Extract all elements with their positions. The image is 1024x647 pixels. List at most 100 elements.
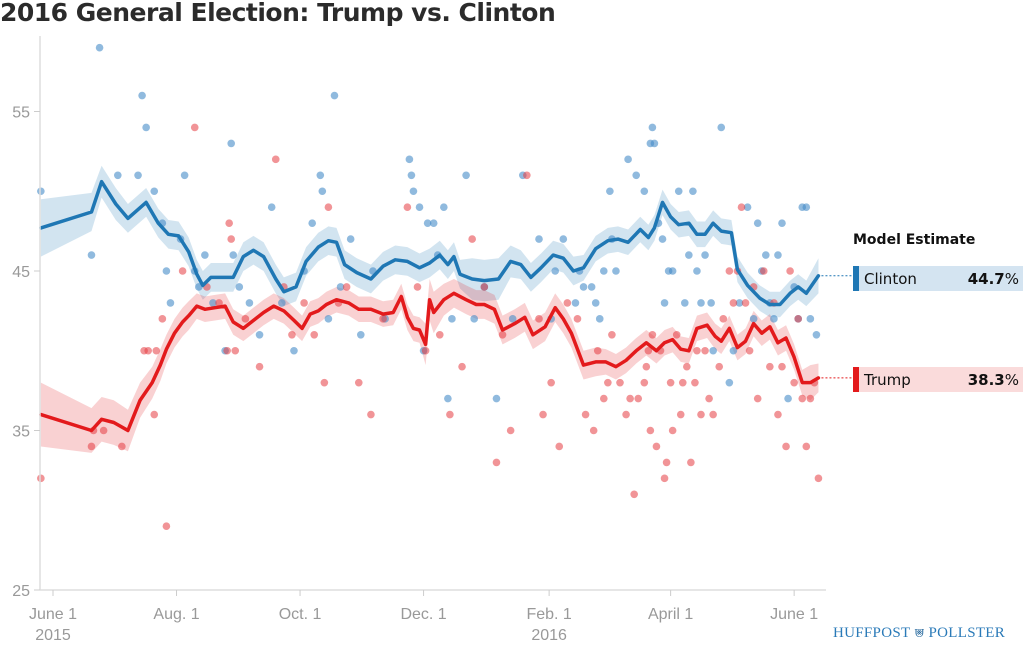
trump-poll-dot	[662, 458, 671, 467]
trump-poll-dot	[729, 299, 738, 307]
clinton-poll-dot	[227, 139, 235, 148]
trump-poll-dot	[786, 267, 794, 275]
clinton-poll-dot	[134, 171, 142, 180]
trump-poll-dot	[741, 299, 750, 307]
trump-poll-dot	[766, 362, 774, 371]
x-tick-label: Feb. 1	[526, 606, 571, 623]
trump-trend-line	[39, 291, 821, 433]
clinton-poll-dot	[444, 394, 452, 403]
trump-poll-dot	[435, 331, 444, 339]
clinton-poll-dot	[749, 315, 758, 323]
clinton-poll-dot	[180, 171, 189, 180]
clinton-poll-dot	[290, 346, 298, 355]
trump-poll-dot	[215, 299, 223, 307]
trump-poll-dot	[379, 315, 387, 323]
trump-poll-dot	[523, 171, 531, 180]
trump-poll-dot	[660, 474, 669, 483]
legend-name: Clinton	[864, 269, 917, 288]
clinton-poll-dot	[632, 171, 640, 180]
clinton-poll-dot	[650, 139, 659, 148]
x-tick-year-label: 2015	[35, 627, 71, 644]
trump-poll-dot	[492, 458, 501, 467]
clinton-poll-dot	[278, 299, 286, 307]
x-tick-label: Dec. 1	[400, 606, 446, 623]
trump-poll-dot	[547, 378, 555, 387]
trump-poll-dot	[622, 410, 630, 419]
clinton-poll-dot	[535, 235, 543, 243]
trump-poll-dot	[458, 362, 466, 371]
clinton-poll-dot	[87, 251, 96, 259]
legend-title: Model Estimate	[853, 232, 976, 248]
clinton-poll-dot	[770, 315, 778, 323]
clinton-poll-dot	[606, 187, 614, 196]
trump-poll-dot	[144, 346, 152, 355]
clinton-poll-dot	[407, 171, 416, 180]
trump-poll-dot	[573, 315, 582, 323]
trump-poll-dot	[421, 346, 430, 355]
trump-poll-dot	[300, 299, 308, 307]
brand-logo[interactable]: HUFFPOST ⩐ POLLSTER	[833, 624, 1005, 642]
trump-poll-dot	[687, 458, 695, 467]
clinton-confidence-band	[40, 165, 819, 318]
clinton-poll-dot	[600, 267, 608, 275]
y-tick-label: 25	[12, 583, 30, 600]
clinton-poll-dot	[415, 203, 424, 211]
trump-poll-dot	[498, 331, 507, 339]
trump-poll-dot	[118, 442, 126, 451]
clinton-poll-dot	[336, 283, 345, 291]
legend-entry-trump: Trump 38.3%	[853, 367, 1023, 392]
trump-poll-dot	[446, 410, 454, 419]
trump-poll-dot	[150, 410, 159, 419]
clinton-poll-dot	[492, 394, 501, 403]
trend-lines	[39, 179, 821, 433]
clinton-poll-dot	[668, 267, 677, 275]
clinton-poll-dot	[138, 91, 146, 100]
axes	[39, 36, 826, 591]
trump-poll-dot	[593, 346, 602, 355]
trump-poll-dot	[640, 378, 649, 387]
trump-poll-dot	[652, 442, 661, 451]
trump-poll-dot	[581, 410, 590, 419]
trump-poll-dot	[152, 346, 161, 355]
trump-poll-dot	[802, 442, 811, 451]
trump-poll-dot	[774, 410, 782, 419]
clinton-poll-dot	[784, 394, 792, 403]
clinton-poll-dot	[429, 219, 438, 227]
trump-swatch	[853, 367, 859, 392]
legend-unit: %	[1004, 370, 1019, 389]
clinton-poll-dot	[812, 331, 821, 339]
clinton-poll-dot	[660, 299, 669, 307]
trump-poll-dot	[745, 346, 754, 355]
clinton-poll-dot	[624, 155, 632, 164]
clinton-trend-line	[39, 179, 821, 307]
trump-poll-dot	[648, 331, 657, 339]
trump-poll-dot	[190, 123, 199, 132]
trump-poll-dot	[87, 442, 96, 451]
clinton-poll-dot	[267, 203, 276, 211]
trump-poll-dot	[790, 378, 798, 387]
legend-unit: %	[1004, 269, 1019, 288]
trump-poll-dot	[99, 426, 108, 435]
trump-poll-dot	[719, 315, 728, 323]
trump-poll-dot	[759, 267, 768, 275]
legend-entry-clinton: Clinton 44.7%	[853, 266, 1023, 291]
trump-poll-dot	[668, 426, 677, 435]
trump-poll-dot	[737, 203, 746, 211]
legend: Model Estimate	[853, 232, 1024, 260]
trump-poll-dot	[644, 346, 653, 355]
clinton-poll-dot	[308, 219, 317, 227]
clinton-poll-dot	[423, 219, 432, 227]
trump-poll-dot	[642, 362, 651, 371]
clinton-poll-dot	[725, 378, 734, 387]
trump-poll-dot	[231, 346, 240, 355]
clinton-poll-dot	[357, 331, 365, 339]
clinton-poll-dot	[201, 251, 209, 259]
clinton-poll-dot	[142, 123, 150, 132]
clinton-poll-dot	[729, 346, 738, 355]
trump-poll-dot	[342, 283, 351, 291]
x-tick-label: June 1	[770, 606, 818, 623]
clinton-poll-dot	[318, 187, 327, 196]
clinton-poll-dot	[330, 91, 339, 100]
legend-name: Trump	[864, 370, 911, 389]
clinton-poll-dot	[806, 315, 815, 323]
